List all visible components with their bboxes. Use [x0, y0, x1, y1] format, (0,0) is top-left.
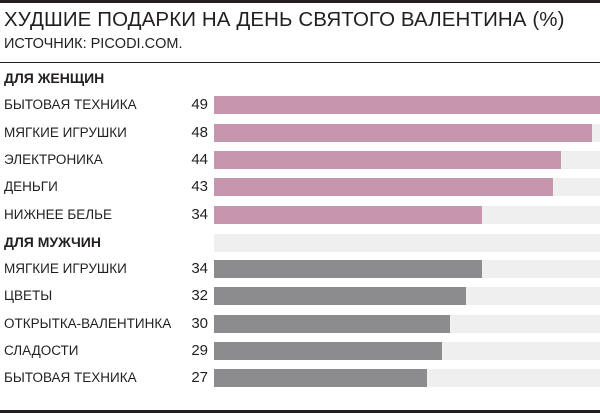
category-label: БЫТОВАЯ ТЕХНИКА	[4, 97, 137, 113]
category-label: ДЕНЬГИ	[4, 179, 58, 195]
category-label: НИЖНЕЕ БЕЛЬЕ	[4, 206, 113, 222]
value-label: 34	[191, 260, 208, 278]
value-label: 27	[191, 369, 208, 387]
bar	[214, 123, 592, 142]
bar	[214, 178, 553, 197]
bar	[214, 369, 427, 388]
bar	[214, 342, 442, 360]
value-label: 44	[191, 150, 208, 168]
bar	[214, 96, 600, 115]
value-label: 48	[191, 123, 208, 141]
value-label: 49	[191, 96, 208, 114]
category-label: ЭЛЕКТРОНИКА	[4, 151, 103, 167]
header-divider	[0, 62, 600, 63]
chart-title: ХУДШИЕ ПОДАРКИ НА ДЕНЬ СВЯТОГО ВАЛЕНТИНА…	[4, 8, 565, 31]
category-label: ОТКРЫТКА-ВАЛЕНТИНКА	[4, 315, 172, 331]
chart-source: ИСТОЧНИК: PICODI.COM.	[4, 36, 183, 52]
bar	[214, 150, 561, 169]
category-label: БЫТОВАЯ ТЕХНИКА	[4, 370, 137, 386]
value-label: 32	[191, 287, 208, 305]
bar-track	[214, 233, 600, 252]
category-label: СЛАДОСТИ	[4, 343, 79, 358]
bar	[214, 287, 466, 306]
section-header: ДЛЯ МУЖЧИН	[4, 233, 101, 250]
bottom-rule	[0, 410, 600, 413]
value-label: 43	[191, 178, 208, 196]
bar	[214, 314, 450, 333]
category-label: МЯГКИЕ ИГРУШКИ	[4, 124, 127, 140]
category-label: ЦВЕТЫ	[4, 288, 53, 304]
value-label: 29	[191, 342, 208, 359]
bar	[214, 205, 482, 224]
bar	[214, 260, 482, 279]
top-rule	[0, 0, 600, 3]
value-label: 34	[191, 205, 208, 223]
category-label: МЯГКИЕ ИГРУШКИ	[4, 261, 127, 277]
section-header: ДЛЯ ЖЕНЩИН	[4, 70, 105, 86]
value-label: 30	[191, 314, 208, 332]
